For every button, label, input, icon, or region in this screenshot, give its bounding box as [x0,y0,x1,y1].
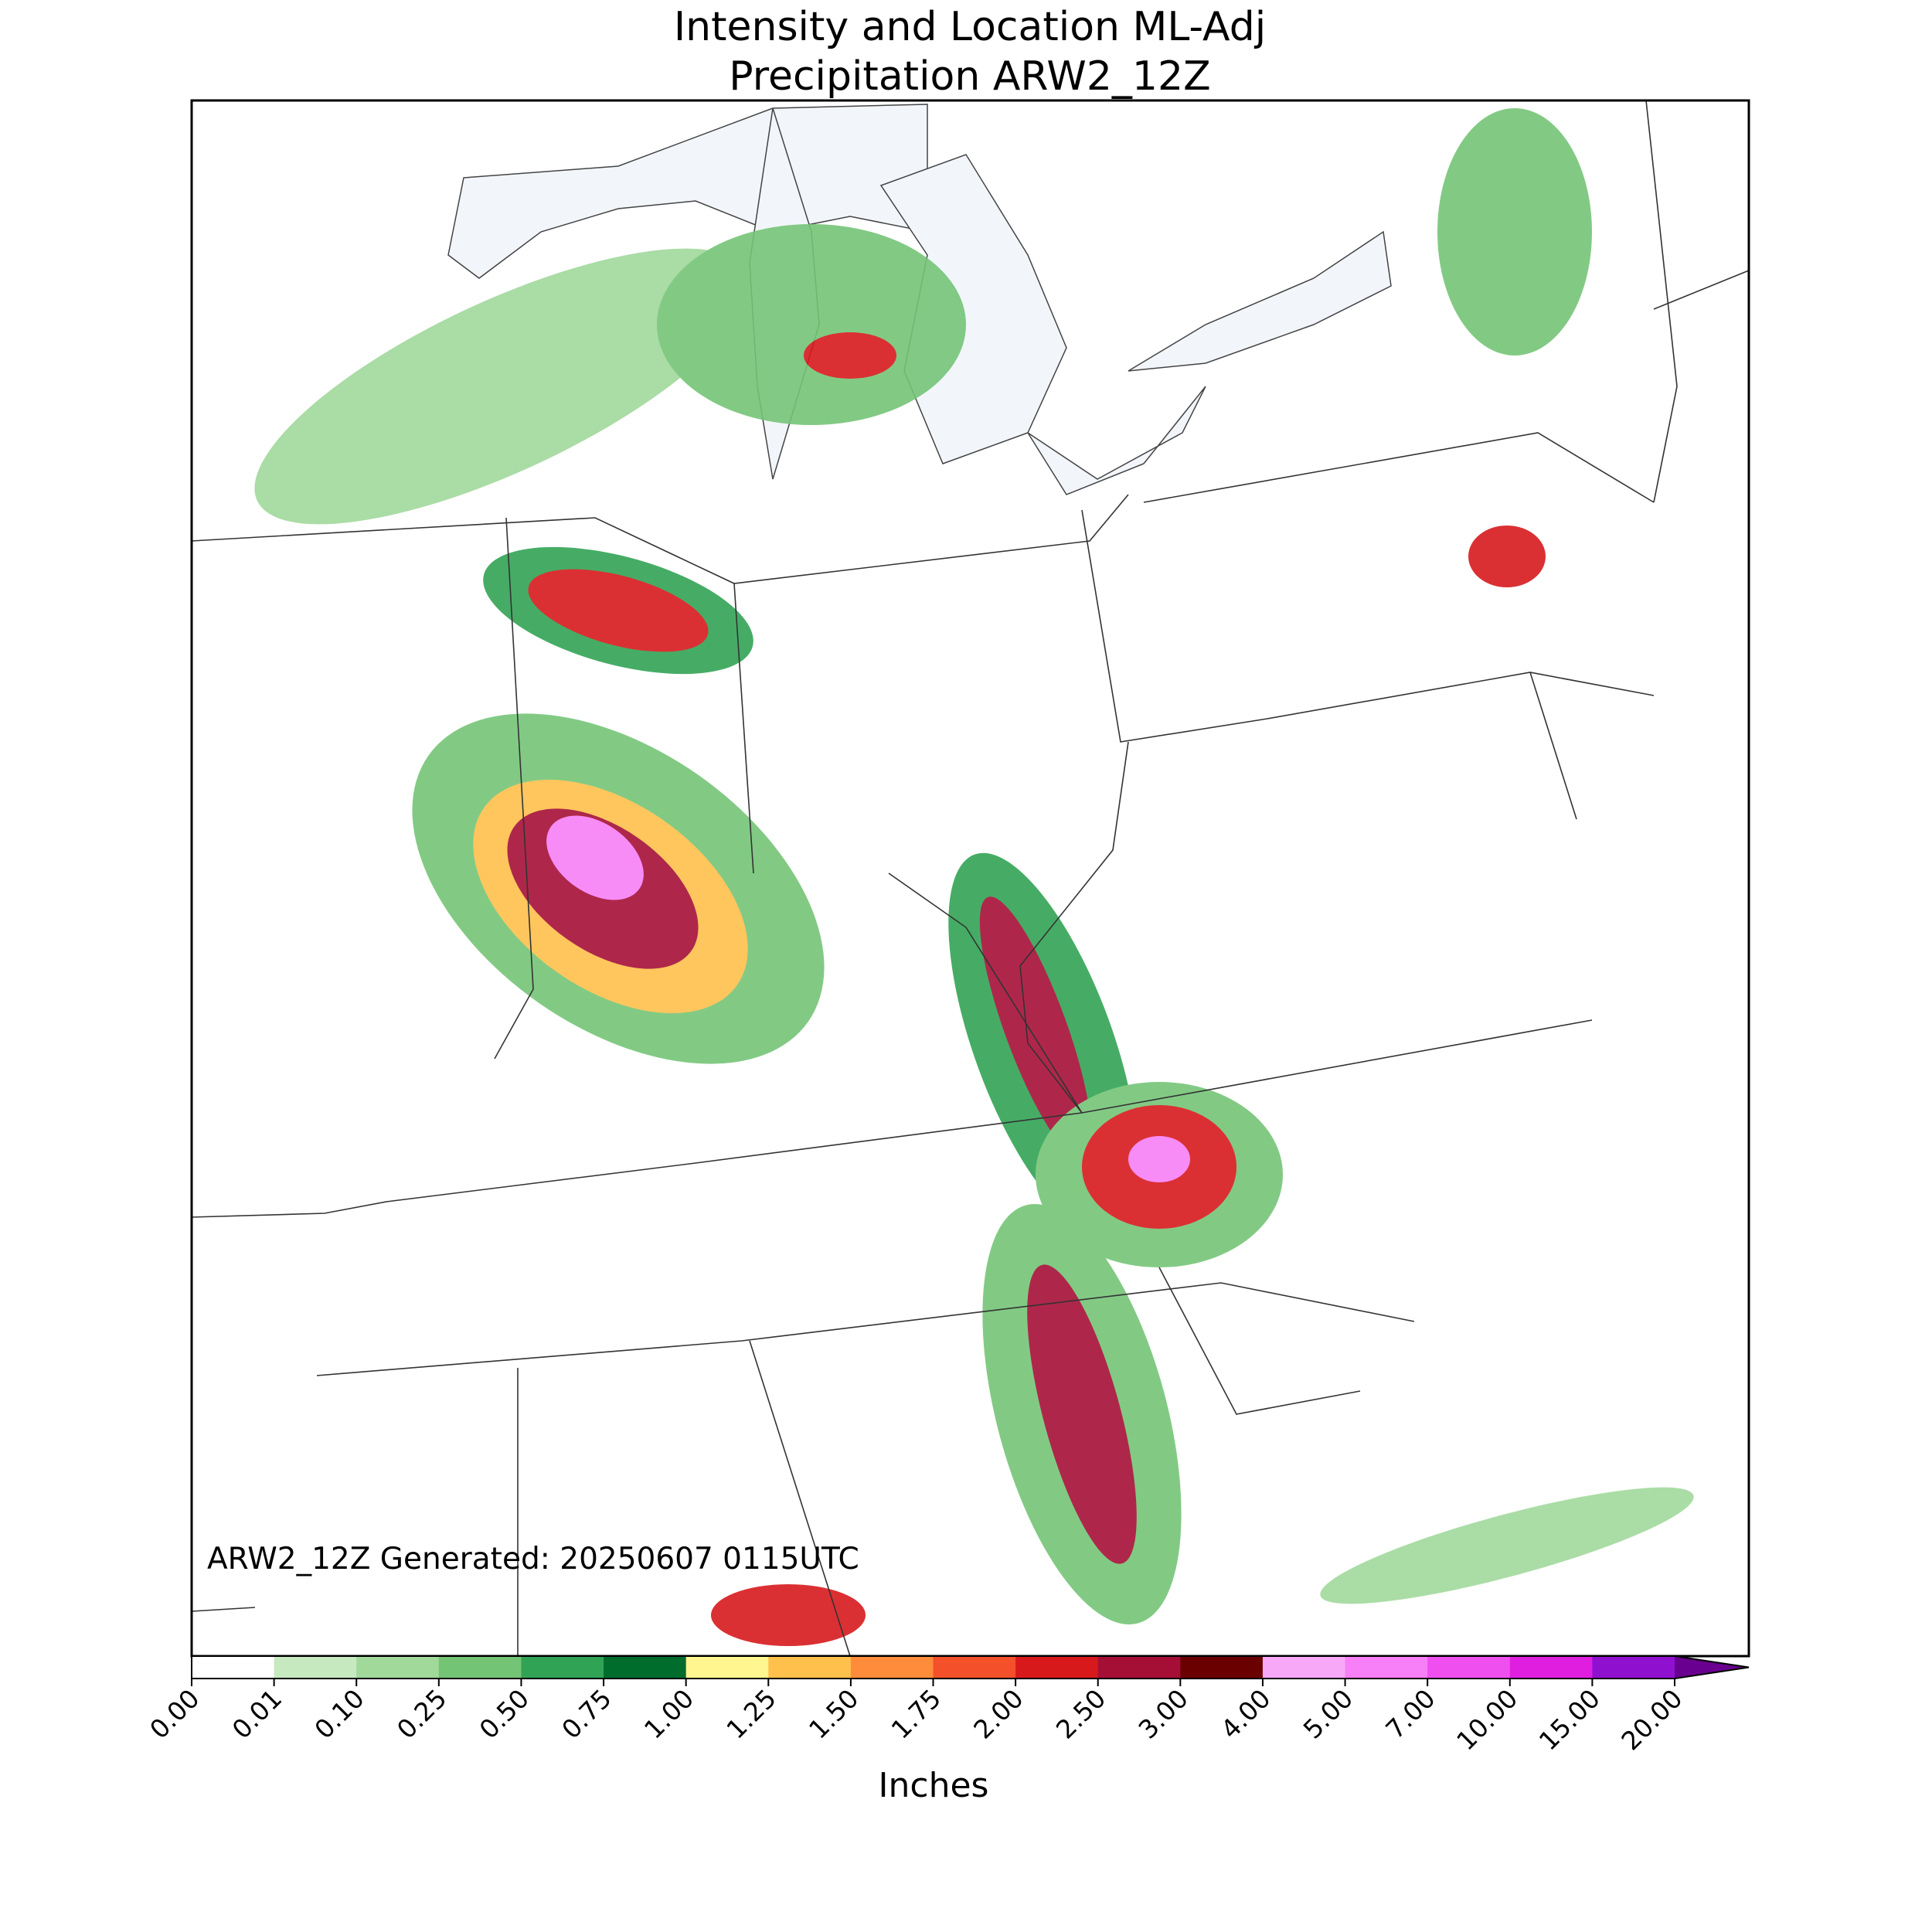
colorbar-segment [1097,1656,1181,1679]
colorbar-segment [1180,1656,1264,1679]
colorbar-tick-label: 0.01 [226,1683,288,1745]
colorbar-tick-label: 0.00 [144,1683,206,1745]
annotation: ARW2_12Z Generated: 20250607 0115UTC [207,1542,859,1577]
state-borders [191,100,1750,1657]
colorbar-segment [1509,1656,1593,1679]
colorbar-tick-label: 0.10 [308,1683,370,1745]
colorbar-tick-label: 0.50 [474,1683,536,1745]
colorbar-tick-label: 7.00 [1379,1683,1441,1745]
colorbar-segment [1427,1656,1511,1679]
map: ARW2_12Z Generated: 20250607 0115UTC [190,99,1750,1658]
colorbar-tick-label: 1.75 [886,1683,947,1745]
colorbar-tick-label: 10.00 [1451,1683,1523,1756]
title-line: Intensity and Location ML-Adj [674,4,1266,50]
colorbar-segment [768,1656,852,1679]
title-line: Precipitation ARW2_12Z [729,53,1210,100]
colorbar-tick-label: 1.00 [638,1683,700,1745]
colorbar-segment [604,1656,687,1679]
colorbar-tick-label: 5.00 [1298,1683,1359,1745]
colorbar-segment [685,1656,769,1679]
colorbar-tick-label: 4.00 [1215,1683,1277,1745]
colorbar-segment [1345,1656,1428,1679]
colorbar-tick-label: 1.25 [720,1683,782,1745]
colorbar-segment [1592,1656,1675,1679]
colorbar-outline [191,1655,1750,1679]
colorbar: 0.00 0.01 0.10 0.25 0.50 0.75 1.00 1.25 1.50 1.75… [144,1655,1750,1756]
colorbar-tick-label: 3.00 [1132,1683,1194,1745]
colorbar-segment [850,1656,934,1679]
colorbar-extension [1675,1656,1749,1679]
colorbar-tick-label: 2.50 [1050,1683,1112,1745]
colorbar-segment [933,1656,1016,1679]
colorbar-segment [438,1656,522,1679]
colorbar-segment [1262,1656,1346,1679]
colorbar-segment [356,1656,440,1679]
colorbar-tick-label: 0.75 [556,1683,617,1745]
colorbar-tick-label: 1.50 [803,1683,865,1745]
colorbar-segment [274,1656,357,1679]
colorbar-tick-label: 2.00 [968,1683,1029,1745]
colorbar-segment [521,1656,604,1679]
colorbar-tick-label: 0.25 [391,1683,453,1745]
colorbar-tick-label: 15.00 [1533,1683,1606,1756]
colorbar-label: Inches [879,1766,989,1805]
colorbar-segment [1015,1656,1099,1679]
colorbar-tick-label: 20.00 [1615,1683,1688,1756]
colorbar-segment [192,1656,275,1679]
precip-field [254,108,1694,1646]
